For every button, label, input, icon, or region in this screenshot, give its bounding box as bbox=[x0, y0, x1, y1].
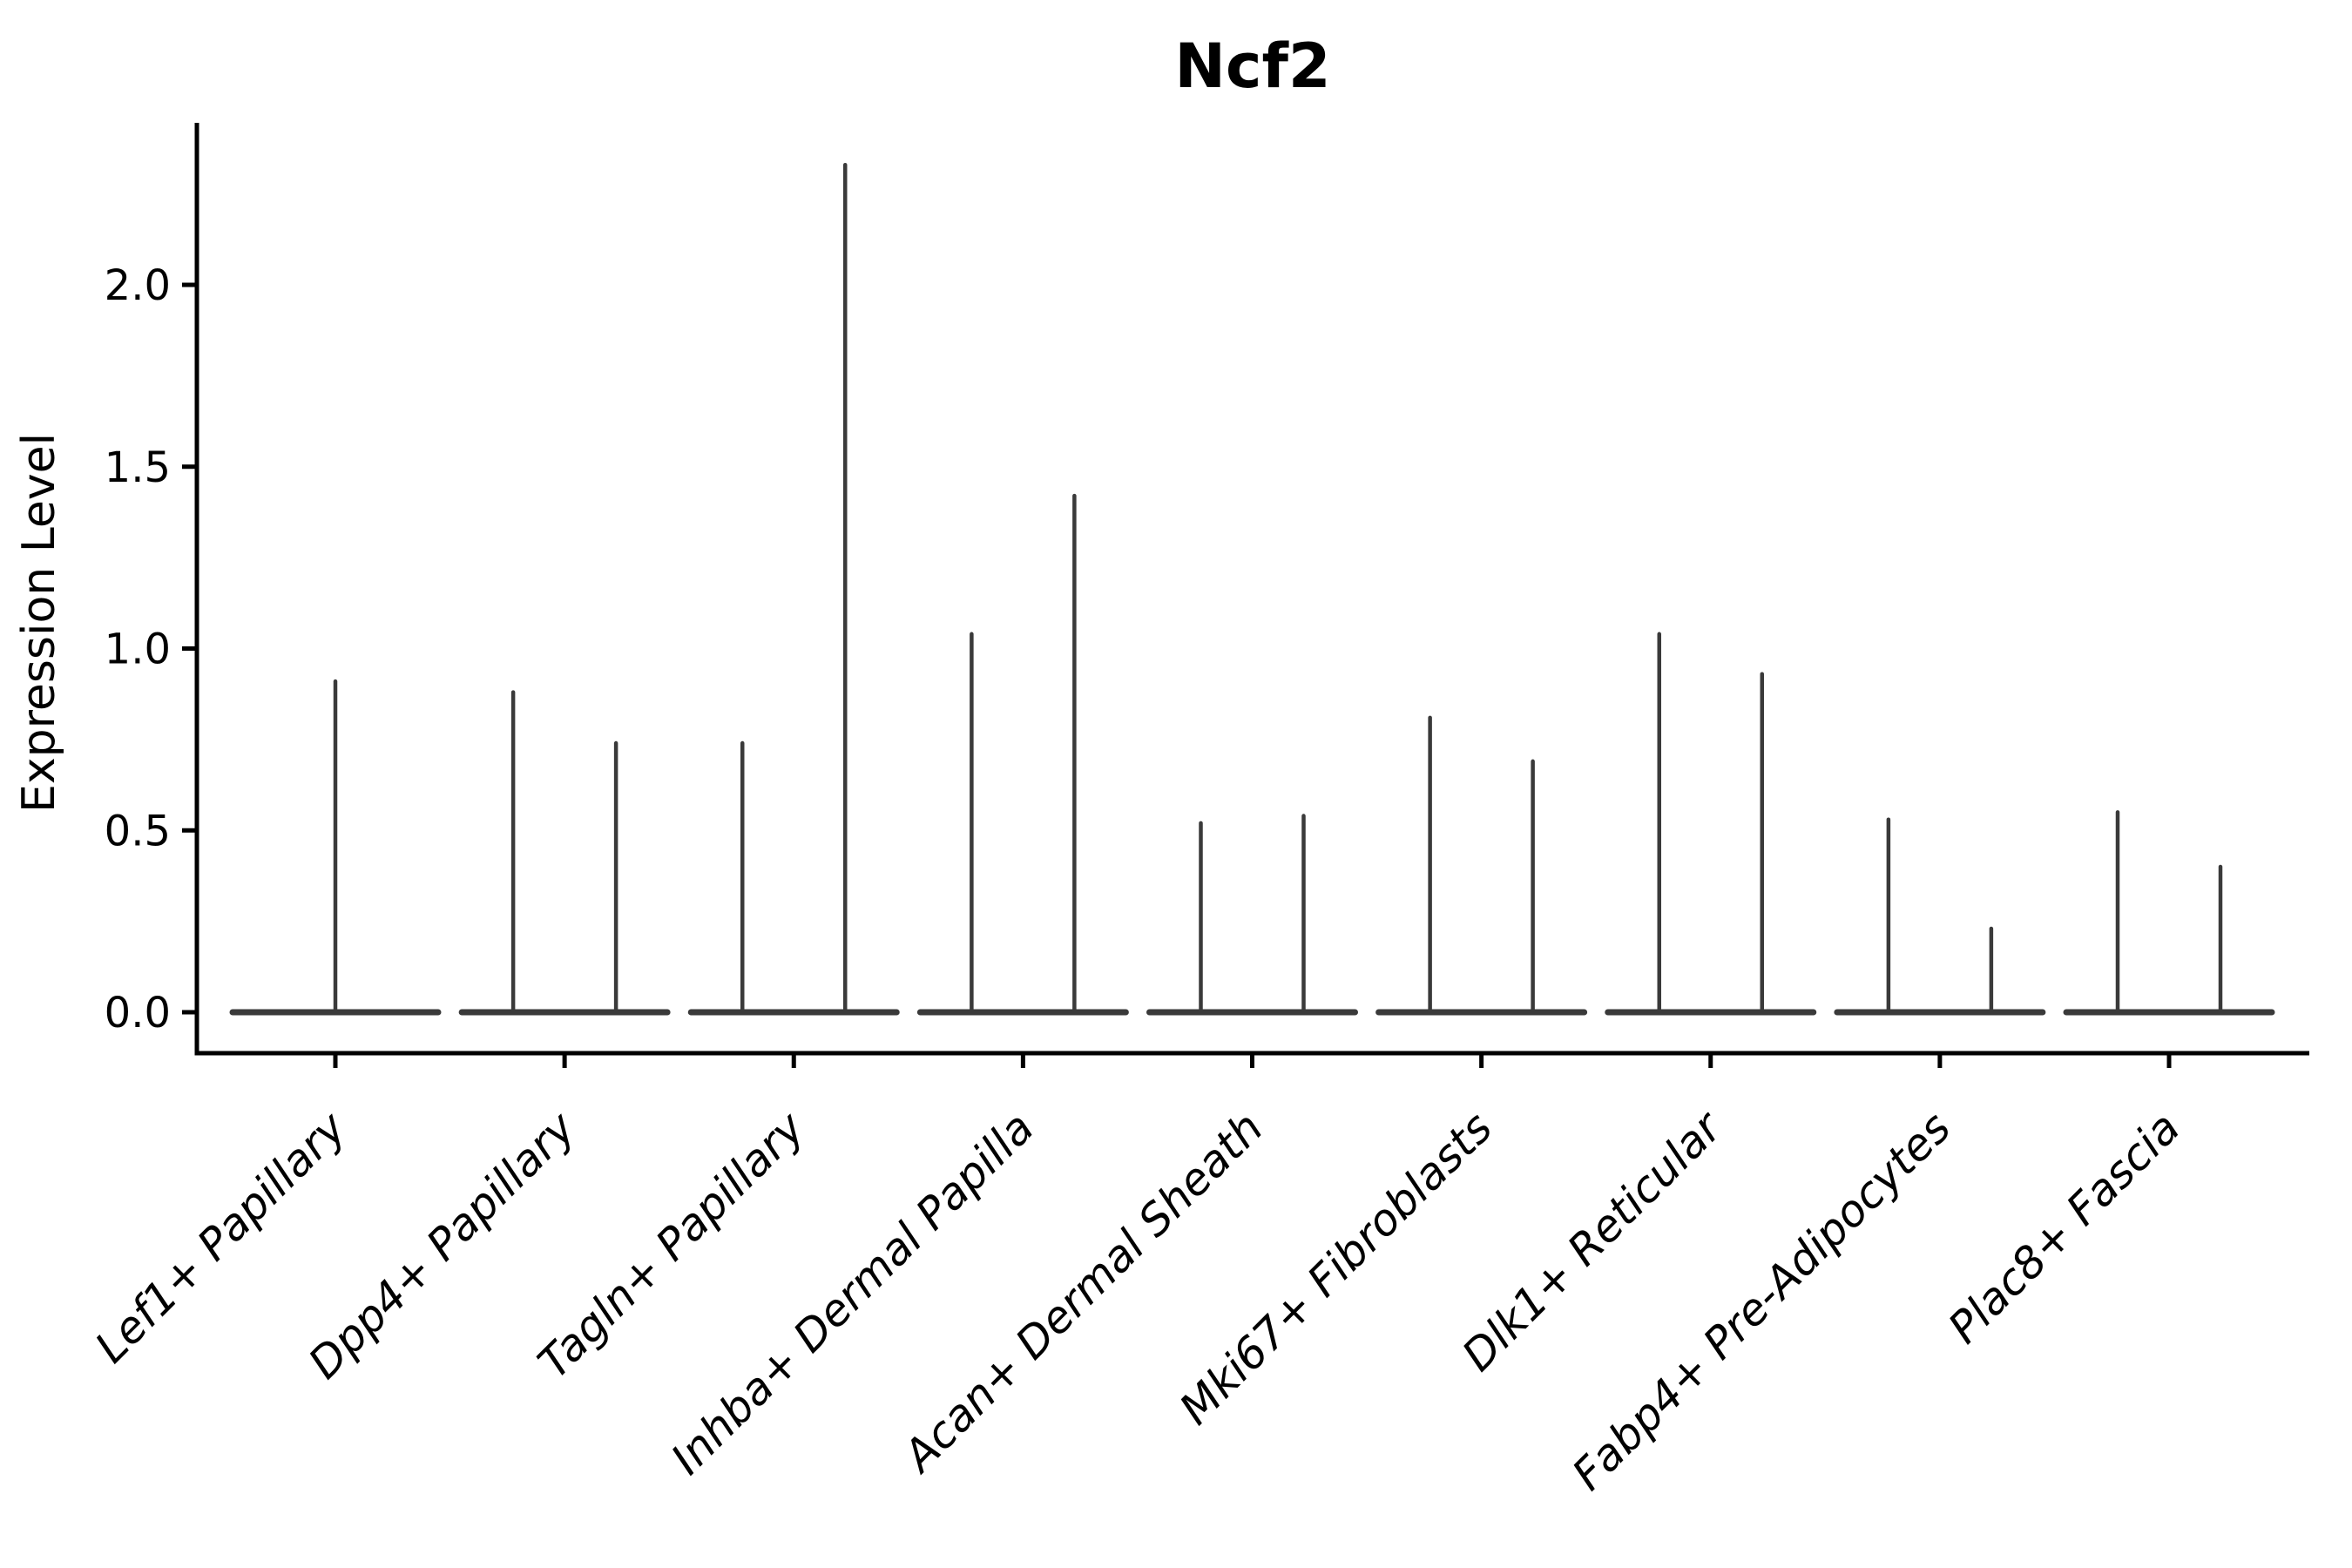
axes-layer bbox=[182, 123, 2309, 1068]
x-tick-label: Lef1+ Papillary bbox=[85, 1101, 356, 1372]
x-tick-label: Acan+ Dermal Sheath bbox=[892, 1102, 1273, 1483]
violin-group bbox=[458, 690, 671, 1016]
y-tick-label: 0.0 bbox=[105, 989, 171, 1037]
y-tick-label: 1.0 bbox=[105, 625, 171, 674]
chart-title: Ncf2 bbox=[1174, 30, 1330, 102]
violin-group bbox=[1146, 814, 1358, 1016]
x-tick-label: Fabp4+ Pre-Adipocytes bbox=[1563, 1102, 1961, 1500]
violins-layer bbox=[229, 162, 2275, 1016]
violin-group bbox=[687, 162, 900, 1016]
y-tick-label: 0.5 bbox=[105, 807, 171, 855]
violin-group bbox=[1605, 632, 1817, 1016]
violin-group bbox=[1375, 715, 1588, 1016]
x-tick-label: Plac8+ Fascia bbox=[1939, 1102, 2190, 1353]
y-tick-label: 2.0 bbox=[105, 261, 171, 310]
violin-group bbox=[2063, 810, 2275, 1016]
y-axis-label: Expression Level bbox=[13, 433, 65, 813]
violin-group bbox=[229, 679, 442, 1016]
violin-group bbox=[1834, 817, 2046, 1016]
x-tick-label: Inhba+ Dermal Papilla bbox=[661, 1102, 1043, 1484]
violin-group bbox=[916, 493, 1129, 1016]
y-tick-label: 1.5 bbox=[105, 443, 171, 492]
labels-layer: Ncf2 Expression Level 0.0 0.5 1.0 1.5 2.0 Lef… bbox=[13, 30, 2189, 1500]
